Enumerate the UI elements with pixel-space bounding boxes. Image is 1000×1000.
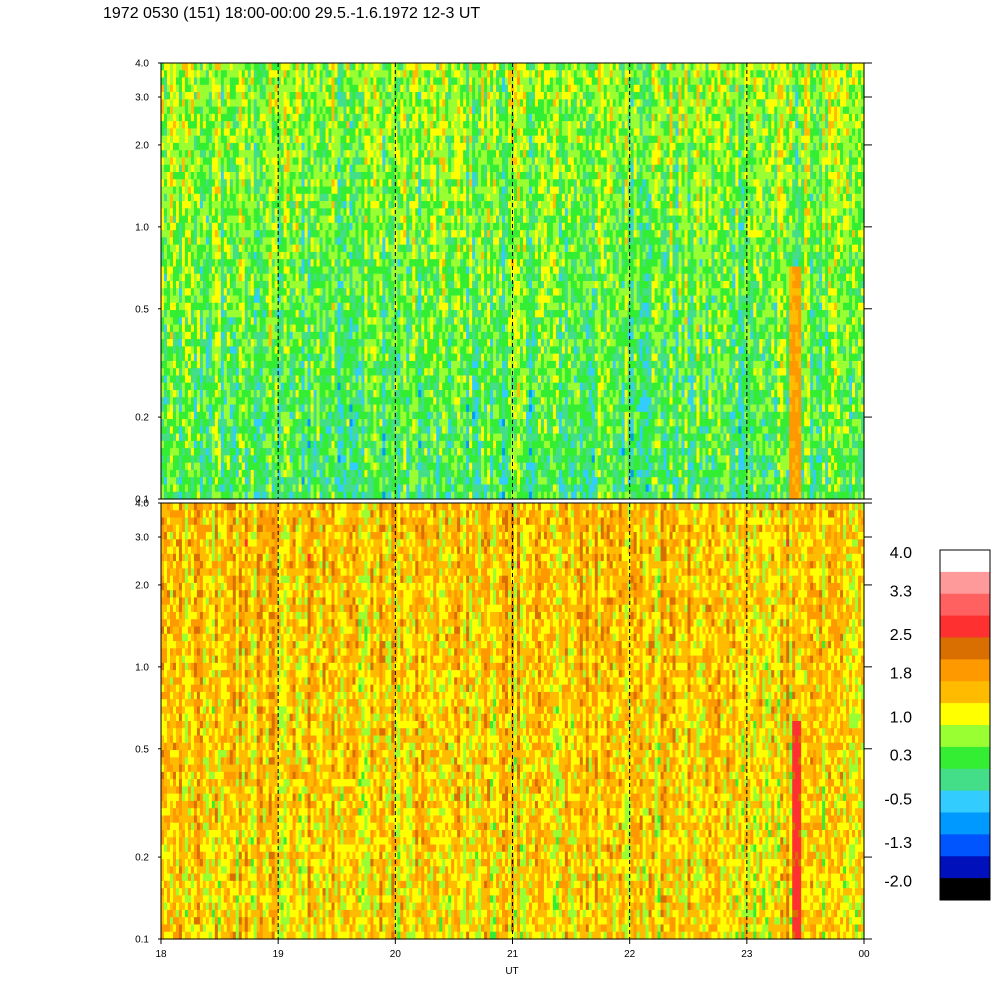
upper-spectrogram-panel: 0.10.20.51.02.03.04.0: [135, 59, 872, 506]
